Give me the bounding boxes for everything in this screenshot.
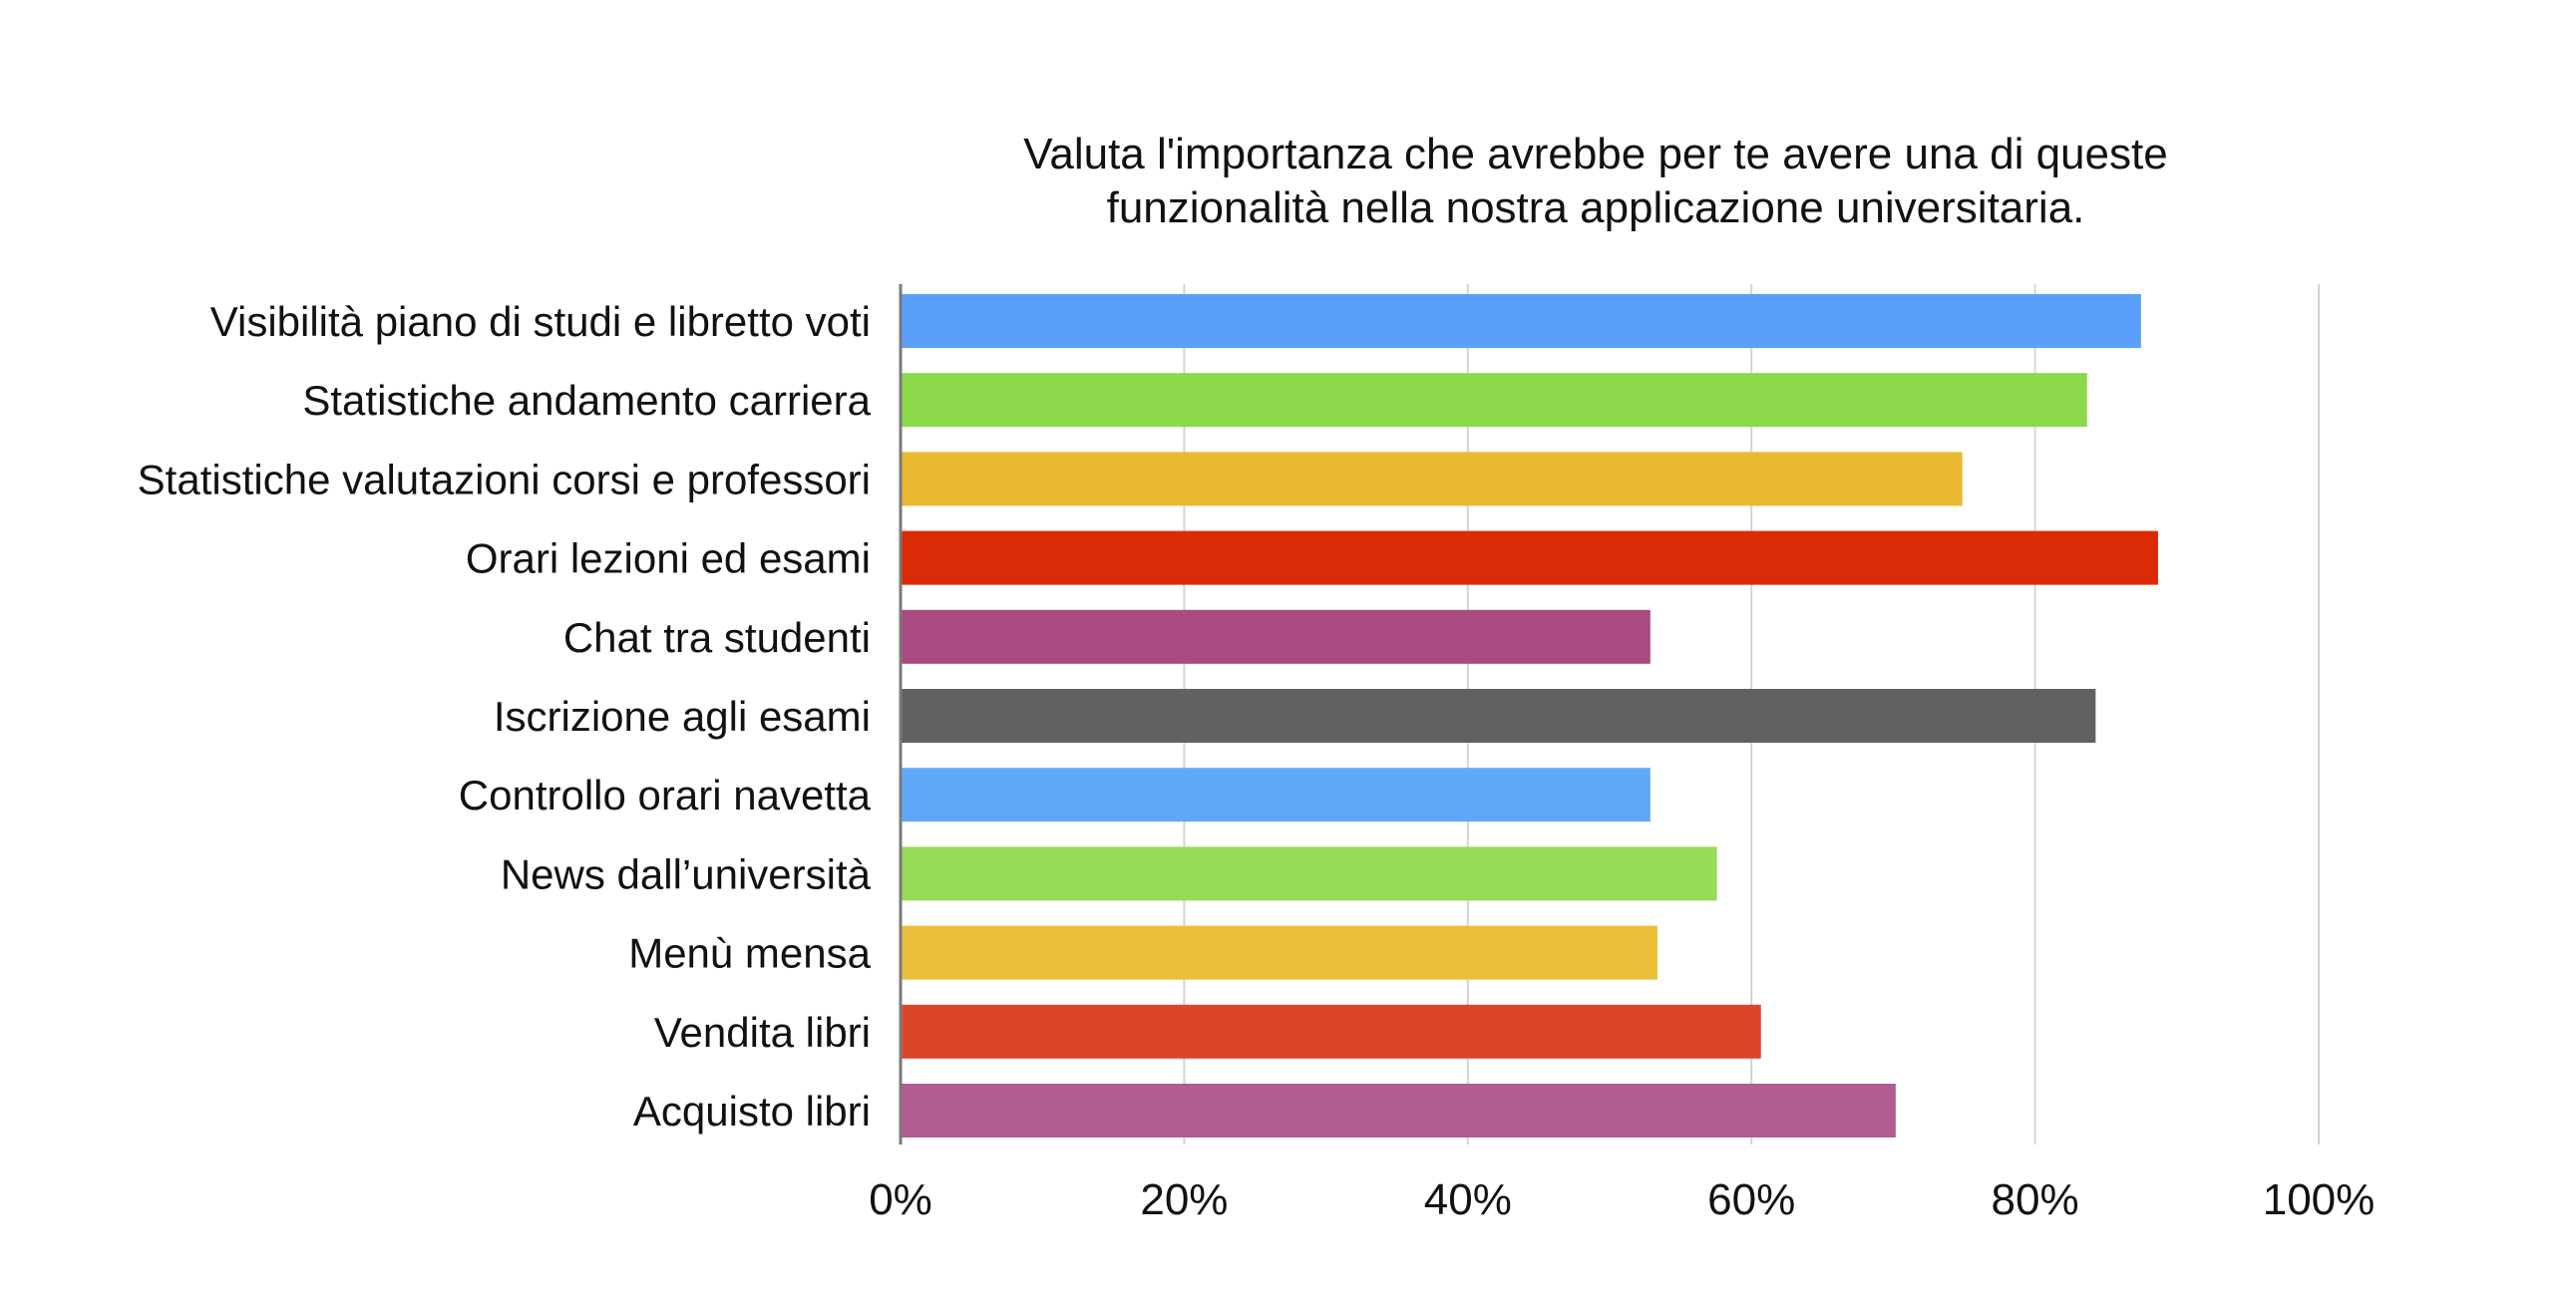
category-label: Statistiche valutazioni corsi e professo…: [138, 456, 871, 502]
category-label: Statistiche andamento carriera: [302, 377, 871, 424]
chart-title-line-2: funzionalità nella nostra applicazione u…: [1106, 183, 2085, 232]
category-label: Chat tra studenti: [563, 614, 871, 661]
x-tick-label: 80%: [1992, 1175, 2079, 1224]
chart-title-line-1: Valuta l'importanza che avrebbe per te a…: [1023, 130, 2168, 178]
label-layer: Visibilità piano di studi e libretto vot…: [138, 298, 872, 1135]
category-label: Visibilità piano di studi e libretto vot…: [210, 298, 871, 345]
bar-5: [902, 689, 2096, 743]
bar-9: [902, 1004, 1761, 1059]
axis-layer: 0% 20% 40% 60% 80% 100%: [869, 284, 2375, 1224]
bar-layer: [902, 294, 2158, 1138]
bar-8: [902, 925, 1657, 980]
bar-2: [902, 452, 1963, 506]
x-tick-label: 40%: [1424, 1175, 1512, 1224]
bar-3: [902, 530, 2158, 585]
category-label: News dall’università: [501, 850, 872, 897]
chart-title: Valuta l'importanza che avrebbe per te a…: [698, 128, 2493, 235]
category-label: Vendita libri: [654, 1009, 871, 1056]
x-tick-label: 100%: [2263, 1175, 2376, 1224]
bar-10: [902, 1084, 1896, 1138]
category-label: Controllo orari navetta: [459, 772, 872, 818]
x-tick-label: 20%: [1140, 1175, 1228, 1224]
category-label: Iscrizione agli esami: [494, 693, 871, 740]
x-tick-label: 0%: [869, 1175, 932, 1224]
category-label: Orari lezioni ed esami: [466, 535, 871, 582]
bar-0: [902, 294, 2141, 348]
category-label: Menù mensa: [628, 930, 871, 977]
category-label: Acquisto libri: [633, 1088, 871, 1135]
bar-7: [902, 846, 1717, 901]
bar-1: [902, 373, 2087, 428]
bar-4: [902, 609, 1651, 664]
x-tick-label: 60%: [1707, 1175, 1795, 1224]
bar-6: [902, 768, 1651, 822]
